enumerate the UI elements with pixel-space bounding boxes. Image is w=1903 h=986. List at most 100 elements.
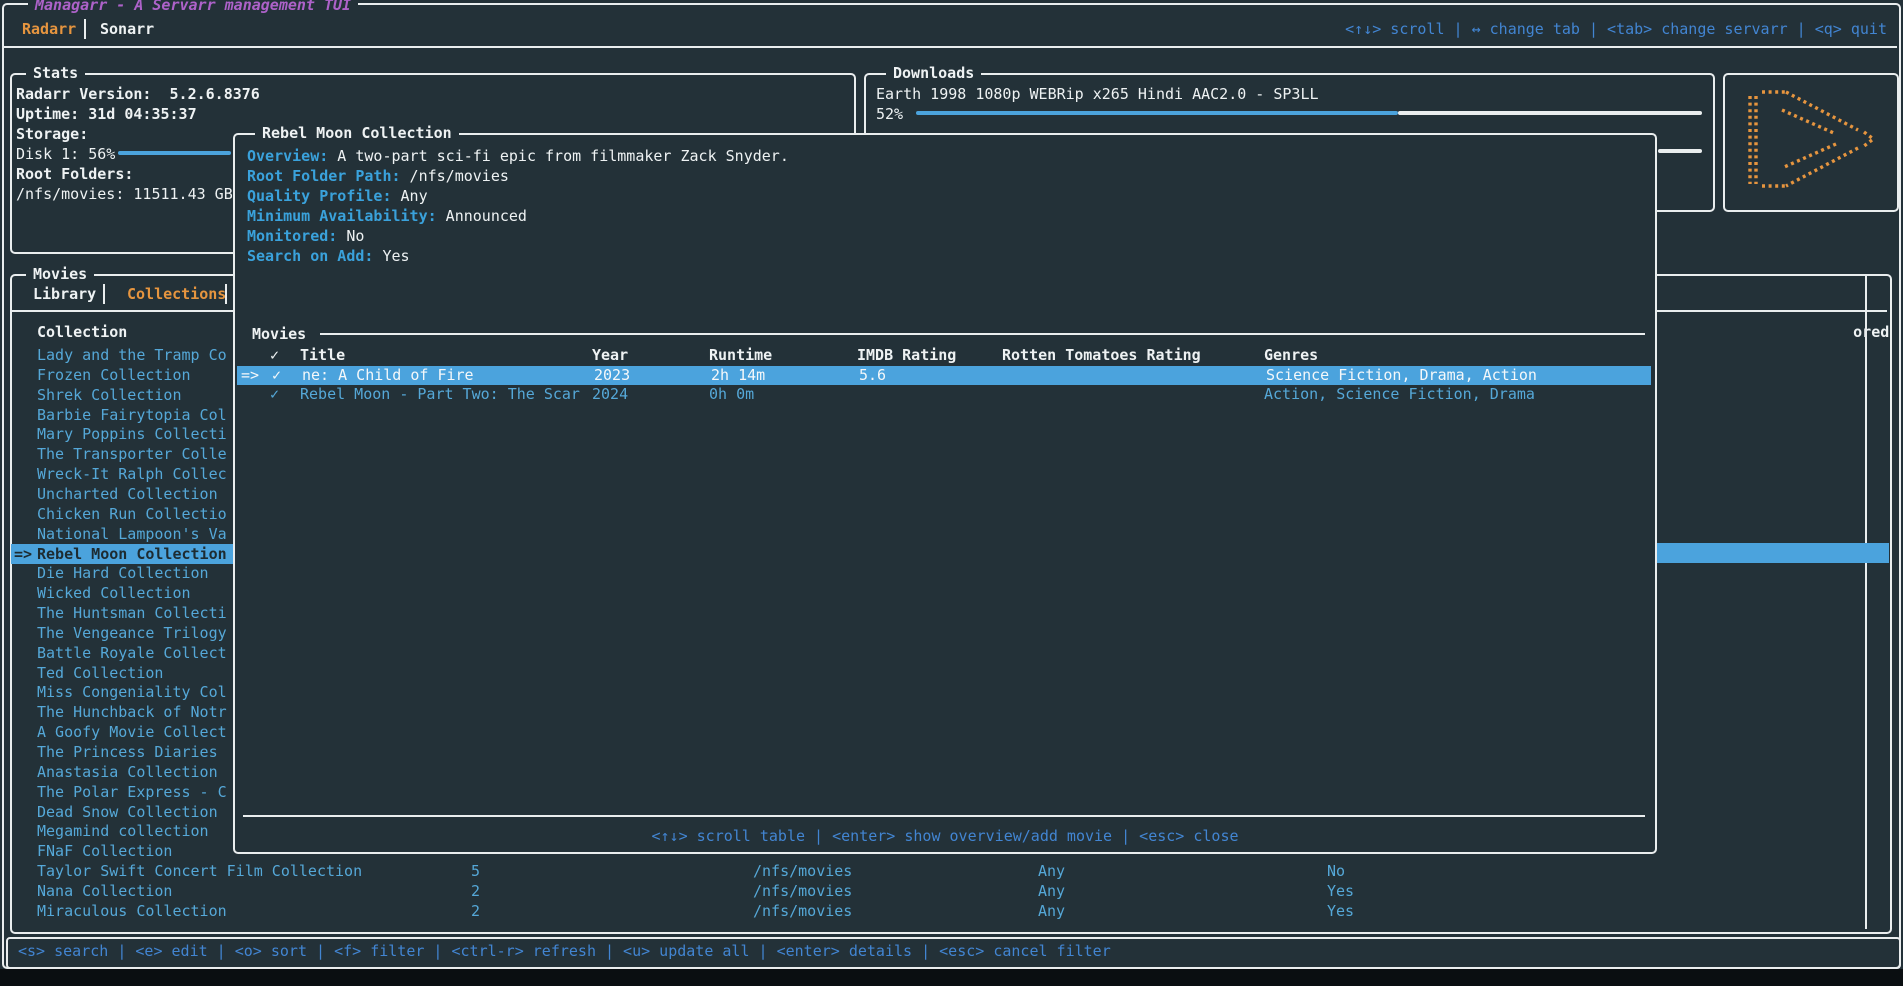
cell-name: The Princess Diaries [37, 743, 218, 761]
modal-field-label: Root Folder Path: [247, 167, 401, 185]
cell-name: Lady and the Tramp Co [37, 346, 227, 364]
bottom-bar [6, 937, 1901, 969]
cell-monitored: No [1327, 862, 1346, 881]
cell-name: Wreck-It Ralph Collec [37, 465, 227, 484]
cell-name: Chicken Run Collectio [37, 504, 227, 523]
modal-field-label: Quality Profile: [247, 187, 392, 205]
collection-list-item[interactable]: Wicked Collection [11, 583, 1887, 603]
cell-count: 2 [471, 881, 481, 900]
stats-panel-title: Stats [26, 64, 86, 82]
cell-runtime: 2h 14m [711, 366, 766, 384]
cell-genres: Science Fiction, Drama, Action [1266, 366, 1537, 384]
collection-list-item[interactable]: Wreck-It Ralph Collec [11, 464, 1887, 484]
cell-name: Battle Royale Collect [37, 643, 227, 662]
collection-list-item[interactable]: The Polar Express - C [11, 782, 1887, 802]
cell-name: The Huntsman Collecti [37, 604, 227, 623]
stats-rootfolders-label: Root Folders: [16, 165, 134, 183]
tab-radarr[interactable]: Radarr [22, 20, 77, 38]
cell-count: 5 [471, 862, 481, 881]
stats-uptime: Uptime: 31d 04:35:37 [16, 105, 197, 123]
app-title: Managarr - A Servarr management TUI [28, 0, 359, 14]
collection-list-item[interactable]: Taylor Swift Concert Film Collection 5/nf… [11, 861, 1887, 881]
cell-check: ✓ [272, 366, 282, 384]
cell-year: 2023 [594, 366, 631, 384]
modal-field: Minimum Availability: Announced [247, 206, 527, 226]
modal-movie-row[interactable]: ✓ Rebel Moon - Part Two: The Scar 2024 0h 0… [235, 385, 1655, 404]
movies-panel-inner-border-2 [1865, 563, 1867, 929]
modal-field-label: Search on Add: [247, 247, 374, 265]
collection-list-item[interactable]: Shrek Collection [11, 385, 1887, 405]
cell-monitored: Yes [1327, 881, 1355, 900]
collection-list-item[interactable]: The Princess Diaries [11, 742, 1887, 762]
modal-movies-section-line [320, 333, 1645, 335]
collection-column-header: Collection [37, 323, 128, 341]
modal-field-value: Any [391, 187, 428, 205]
modal-field-value: No [337, 227, 365, 245]
cell-name: The Vengeance Trilogy [37, 623, 227, 642]
modal-field: Root Folder Path: /nfs/movies [247, 166, 509, 186]
stats-version: Radarr Version: 5.2.6.8376 [16, 85, 260, 103]
collection-list-item[interactable]: Battle Royale Collect [11, 643, 1887, 663]
modal-column-header: Rotten Tomatoes Rating [1002, 346, 1201, 364]
modal-field: Monitored: No [247, 226, 364, 246]
cell-count: 2 [471, 901, 481, 920]
collection-list-item[interactable]: Chicken Run Collectio [11, 504, 1887, 524]
cell-runtime: 0h 0m [709, 385, 755, 403]
modal-movie-row[interactable]: => ✓ ne: A Child of Fire 2023 2h 14m 5.6 Scien… [237, 366, 1651, 385]
collection-list-item[interactable]: Lady and the Tramp Co [11, 345, 1887, 365]
modal-field: Overview: A two-part sci-fi epic from fi… [247, 146, 789, 166]
collection-list-item[interactable]: Miraculous Collection 2/nfs/movies Any Yes [11, 901, 1887, 921]
collection-list-item[interactable]: The Hunchback of Notr [11, 702, 1887, 722]
cell-name: Miraculous Collection [37, 901, 227, 920]
stats-storage-label: Storage: [16, 125, 89, 143]
collection-list-item[interactable]: The Vengeance Trilogy [11, 623, 1887, 643]
collection-list-item[interactable]: Frozen Collection [11, 365, 1887, 385]
collection-list-item[interactable]: Megamind collection [11, 821, 1887, 841]
cell-genres: Action, Science Fiction, Drama [1264, 385, 1535, 403]
movies-panel-inner-border [1865, 275, 1867, 543]
collection-list-item[interactable]: Ted Collection [11, 663, 1887, 683]
cell-name: Ted Collection [37, 663, 164, 682]
logo-panel [1723, 73, 1899, 212]
modal-column-header: ✓ [270, 346, 280, 364]
collection-list-item[interactable]: National Lampoon's Va [11, 524, 1887, 544]
tab-collections[interactable]: Collections [127, 285, 227, 303]
movies-tab-divider-2 [225, 284, 227, 304]
collection-list-item[interactable]: => Rebel Moon Collection [11, 543, 1887, 564]
tab-sonarr[interactable]: Sonarr [100, 20, 155, 38]
cell-name: Miss Congeniality Col [37, 683, 227, 702]
collection-list-item[interactable]: The Transporter Colle [11, 444, 1887, 464]
download-progress-track [1398, 111, 1702, 115]
modal-column-header: Genres [1264, 346, 1319, 364]
collection-list-item[interactable]: FNaF Collection [11, 841, 1887, 861]
cell-path: /nfs/movies [753, 862, 853, 881]
collection-list-item[interactable]: Dead Snow Collection [11, 802, 1887, 822]
modal-field-value: Announced [436, 207, 527, 225]
collection-list-item[interactable]: A Goofy Movie Collect [11, 722, 1887, 742]
cell-name: Wicked Collection [37, 584, 191, 603]
cell-name: The Polar Express - C [37, 782, 227, 801]
header-keybinds: <↑↓> scroll | ↔ change tab | <tab> chang… [1345, 20, 1887, 38]
download-percent: 52% [876, 105, 904, 123]
cell-name: Megamind collection [37, 822, 209, 841]
collection-list-item[interactable]: Miss Congeniality Col [11, 682, 1887, 702]
cell-name: Dead Snow Collection [37, 802, 218, 821]
collection-list-item[interactable]: Mary Poppins Collecti [11, 424, 1887, 444]
tab-library[interactable]: Library [33, 285, 97, 303]
selection-arrow: => [14, 544, 33, 563]
modal-field-label: Overview: [247, 147, 329, 165]
cell-name: Barbie Fairytopia Col [37, 405, 227, 424]
cell-name: Nana Collection [37, 881, 173, 900]
cell-name: Rebel Moon Collection [37, 544, 227, 563]
modal-field-value: A two-part sci-fi epic from filmmaker Za… [328, 147, 789, 165]
cell-name: A Goofy Movie Collect [37, 723, 227, 742]
cell-name: Anastasia Collection [37, 762, 218, 781]
collection-list-item[interactable]: Die Hard Collection [11, 563, 1887, 583]
collection-list-item[interactable]: Nana Collection 2/nfs/movies Any Yes [11, 881, 1887, 901]
collection-list-item[interactable]: The Huntsman Collecti [11, 603, 1887, 623]
collection-list-item[interactable]: Uncharted Collection [11, 484, 1887, 504]
collection-list-item[interactable]: Anastasia Collection [11, 762, 1887, 782]
download2-progress-fragment [1658, 149, 1702, 153]
collection-list-item[interactable]: Barbie Fairytopia Col [11, 405, 1887, 425]
